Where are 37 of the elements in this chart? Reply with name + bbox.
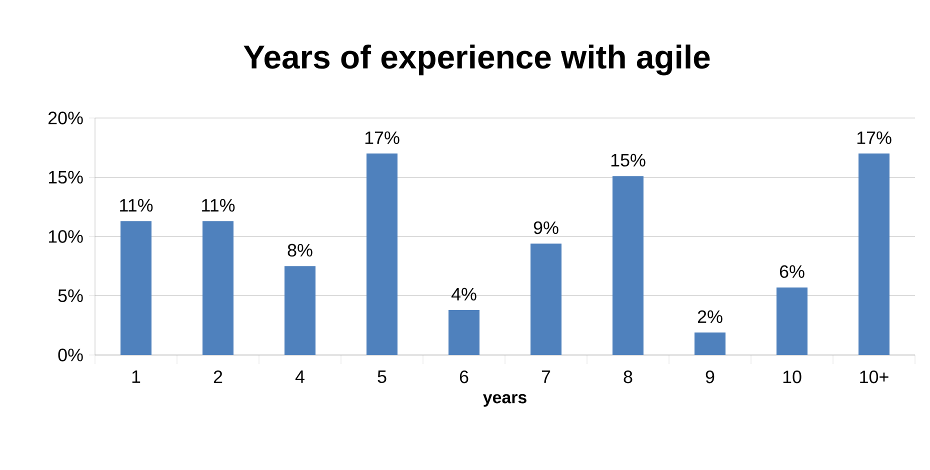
data-label: 8%	[288, 244, 312, 257]
x-tick-label: 8	[624, 370, 632, 384]
x-tick-label: 7	[542, 370, 550, 383]
y-tick-label: 0%	[58, 348, 83, 362]
x-tick-label: 1	[132, 370, 140, 383]
y-tick-label: 15%	[48, 170, 83, 184]
x-tick-label: 4	[295, 370, 304, 383]
data-label: 6%	[780, 265, 804, 278]
bar	[612, 176, 644, 355]
bar	[530, 244, 562, 355]
data-label: 11%	[120, 199, 153, 212]
data-label: 4%	[451, 288, 476, 300]
x-tick-label: 10	[783, 370, 802, 384]
data-label: 11%	[202, 199, 235, 212]
bar	[694, 332, 726, 355]
data-label: 9%	[534, 221, 558, 234]
data-label: 17%	[857, 131, 892, 144]
bar	[366, 154, 398, 355]
y-tick-label: 5%	[58, 289, 83, 302]
bar	[448, 310, 480, 355]
y-tick-label: 20%	[48, 112, 83, 124]
data-label: 2%	[698, 310, 722, 323]
bar	[858, 154, 890, 355]
x-tick-label: 2	[214, 370, 222, 384]
data-label: 15%	[611, 154, 646, 167]
y-tick-label: 10%	[48, 230, 83, 243]
x-axis-title: years	[482, 394, 526, 407]
bar	[120, 221, 152, 355]
data-label: 17%	[365, 131, 400, 144]
x-tick-label: 5	[378, 370, 386, 384]
bar	[202, 221, 234, 355]
x-tick-label: 6	[460, 370, 468, 384]
bar	[284, 266, 316, 355]
x-tick-label: 9	[706, 370, 714, 384]
x-tick-label: 10+	[860, 370, 888, 384]
bar	[776, 287, 808, 355]
chart-title: Years of experience with agile	[244, 44, 710, 76]
